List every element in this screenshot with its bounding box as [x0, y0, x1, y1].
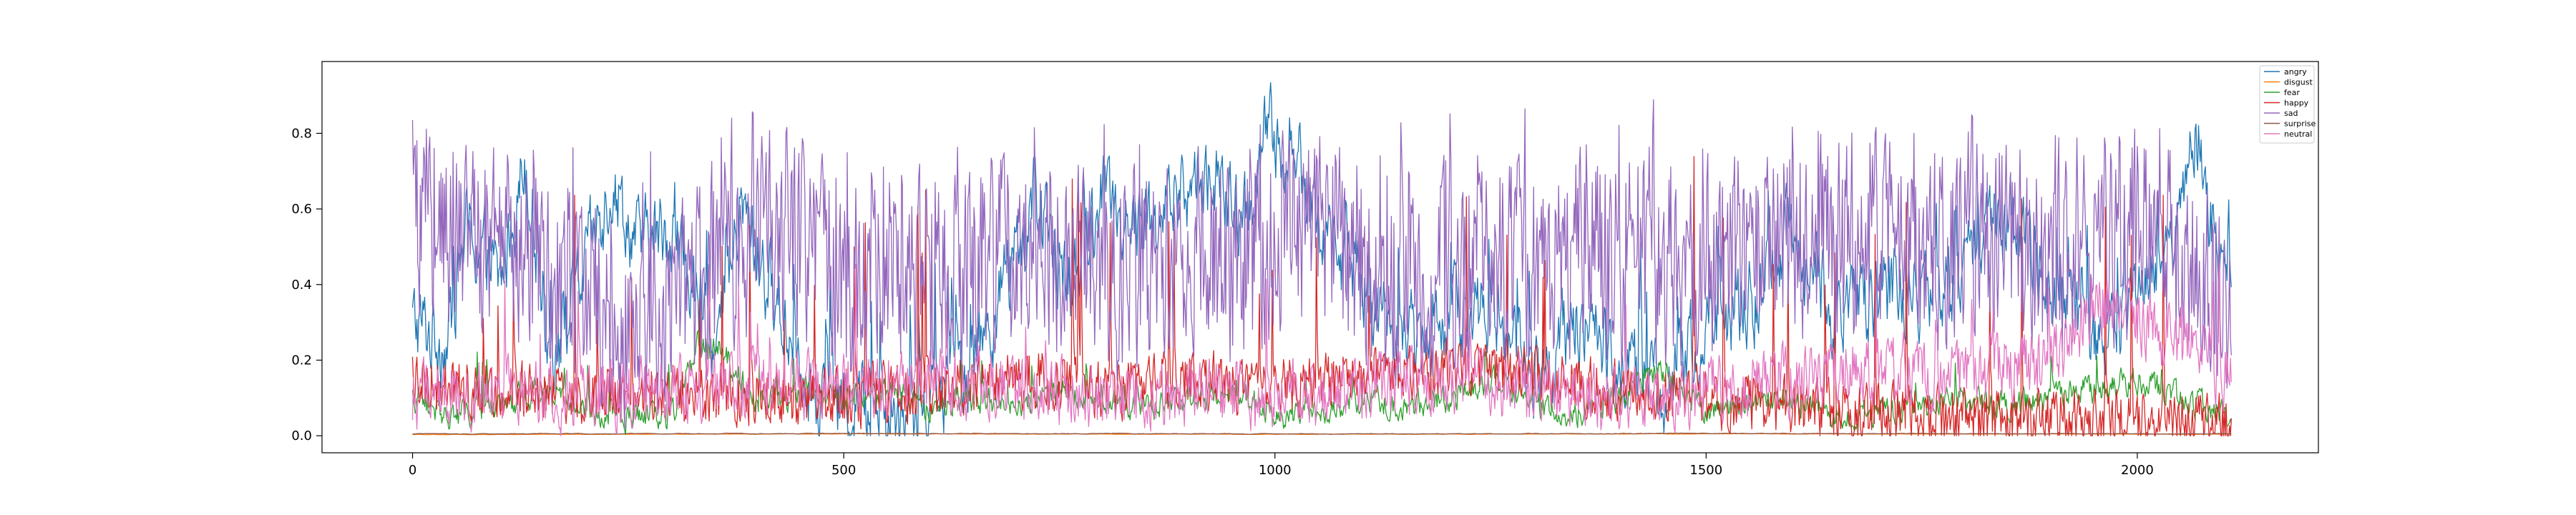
y-tick-label: 0.0 [291, 428, 312, 443]
series-line-surprise [412, 432, 2232, 435]
legend-label-neutral: neutral [2284, 129, 2312, 139]
legend-label-fear: fear [2284, 88, 2300, 97]
series-line-neutral [411, 262, 2232, 436]
y-tick-label: 0.8 [291, 126, 312, 141]
x-tick-label: 2000 [2121, 463, 2154, 478]
legend-label-sad: sad [2284, 109, 2298, 118]
y-tick-label: 0.2 [291, 353, 312, 368]
legend-label-surprise: surprise [2284, 119, 2316, 129]
axes-frame [321, 61, 2319, 453]
x-tick-label: 1500 [1689, 463, 1722, 478]
legend-label-happy: happy [2284, 99, 2309, 108]
x-tick-label: 500 [831, 463, 856, 478]
y-axis: 0.0 0.2 0.4 0.6 0.8 [291, 126, 322, 443]
x-tick-label: 0 [409, 463, 416, 478]
legend-label-angry: angry [2284, 67, 2307, 77]
legend-label-disgust: disgust [2284, 78, 2313, 87]
x-axis: 0 500 1000 1500 2000 [409, 453, 2154, 478]
y-tick-label: 0.6 [291, 202, 312, 217]
y-tick-label: 0.4 [291, 278, 312, 293]
series-line-sad [411, 99, 2232, 431]
series-layer [411, 82, 2232, 436]
x-tick-label: 1000 [1259, 463, 1292, 478]
series-line-angry [411, 82, 2232, 436]
